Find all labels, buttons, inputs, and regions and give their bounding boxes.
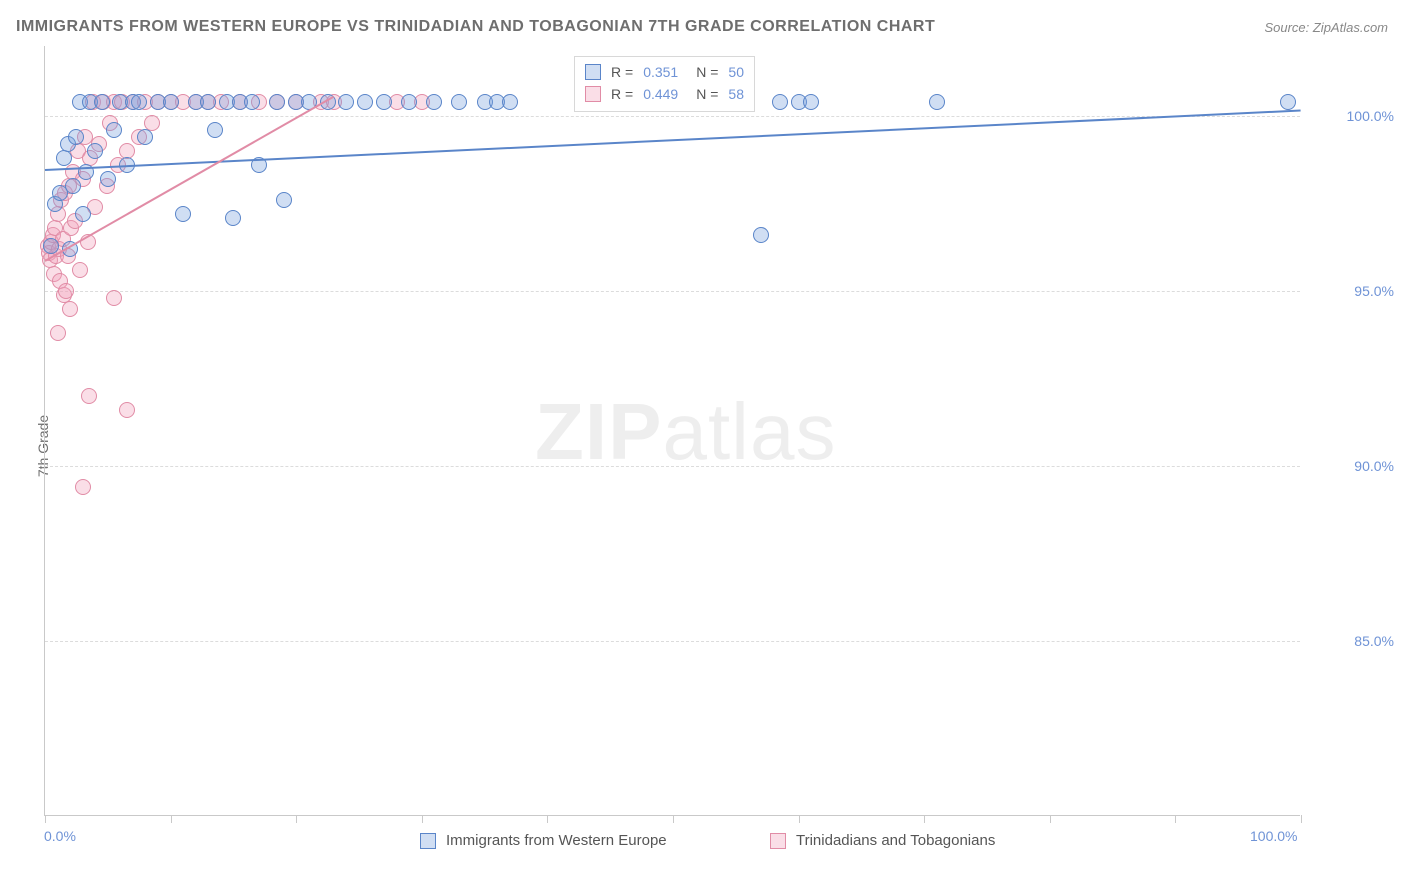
data-point	[68, 129, 84, 145]
x-tick	[296, 815, 297, 823]
y-tick-label: 90.0%	[1354, 458, 1394, 474]
data-point	[338, 94, 354, 110]
gridline	[45, 291, 1300, 292]
series-legend-label: Immigrants from Western Europe	[446, 832, 667, 849]
data-point	[137, 129, 153, 145]
data-point	[163, 94, 179, 110]
data-point	[81, 388, 97, 404]
data-point	[43, 238, 59, 254]
correlation-legend: R = 0.351 N = 50 R = 0.449 N = 58	[574, 56, 755, 112]
y-tick-label: 100.0%	[1347, 108, 1394, 124]
x-tick-label: 100.0%	[1250, 828, 1297, 844]
x-tick	[45, 815, 46, 823]
data-point	[65, 178, 81, 194]
legend-row: R = 0.351 N = 50	[585, 61, 744, 83]
data-point	[451, 94, 467, 110]
data-point	[803, 94, 819, 110]
data-point	[94, 94, 110, 110]
x-tick	[1050, 815, 1051, 823]
data-point	[87, 143, 103, 159]
series-legend-label: Trinidadians and Tobagonians	[796, 832, 995, 849]
legend-r-label: R =	[611, 83, 633, 105]
data-point	[119, 402, 135, 418]
legend-r-value: 0.449	[643, 83, 678, 105]
plot-area: ZIPatlas	[44, 46, 1300, 816]
data-point	[1280, 94, 1296, 110]
chart-title: IMMIGRANTS FROM WESTERN EUROPE VS TRINID…	[16, 18, 935, 36]
x-tick	[1175, 815, 1176, 823]
data-point	[269, 94, 285, 110]
y-tick-label: 85.0%	[1354, 633, 1394, 649]
x-tick	[422, 815, 423, 823]
data-point	[72, 262, 88, 278]
data-point	[376, 94, 392, 110]
x-tick	[171, 815, 172, 823]
data-point	[50, 325, 66, 341]
data-point	[56, 150, 72, 166]
data-point	[100, 171, 116, 187]
series-legend-1: Trinidadians and Tobagonians	[770, 832, 995, 849]
data-point	[502, 94, 518, 110]
watermark: ZIPatlas	[535, 386, 836, 478]
y-tick-label: 95.0%	[1354, 283, 1394, 299]
legend-n-value: 50	[728, 61, 744, 83]
x-tick	[799, 815, 800, 823]
data-point	[75, 206, 91, 222]
series-legend-0: Immigrants from Western Europe	[420, 832, 667, 849]
gridline	[45, 466, 1300, 467]
gridline	[45, 116, 1300, 117]
data-point	[62, 301, 78, 317]
swatch-icon	[585, 64, 601, 80]
data-point	[244, 94, 260, 110]
data-point	[753, 227, 769, 243]
data-point	[200, 94, 216, 110]
data-point	[401, 94, 417, 110]
x-tick-label: 0.0%	[44, 828, 76, 844]
data-point	[58, 283, 74, 299]
data-point	[357, 94, 373, 110]
data-point	[75, 479, 91, 495]
source-attribution: Source: ZipAtlas.com	[1264, 20, 1388, 35]
x-tick	[1301, 815, 1302, 823]
data-point	[131, 94, 147, 110]
data-point	[929, 94, 945, 110]
data-point	[207, 122, 223, 138]
gridline	[45, 641, 1300, 642]
legend-n-label: N =	[696, 61, 718, 83]
data-point	[106, 122, 122, 138]
legend-r-value: 0.351	[643, 61, 678, 83]
legend-row: R = 0.449 N = 58	[585, 83, 744, 105]
x-tick	[673, 815, 674, 823]
legend-r-label: R =	[611, 61, 633, 83]
legend-n-value: 58	[728, 83, 744, 105]
data-point	[225, 210, 241, 226]
x-tick	[547, 815, 548, 823]
data-point	[106, 290, 122, 306]
swatch-icon	[585, 86, 601, 102]
data-point	[175, 206, 191, 222]
x-tick	[924, 815, 925, 823]
swatch-icon	[420, 833, 436, 849]
data-point	[772, 94, 788, 110]
data-point	[426, 94, 442, 110]
swatch-icon	[770, 833, 786, 849]
legend-n-label: N =	[696, 83, 718, 105]
data-point	[276, 192, 292, 208]
trend-line	[45, 109, 1301, 170]
